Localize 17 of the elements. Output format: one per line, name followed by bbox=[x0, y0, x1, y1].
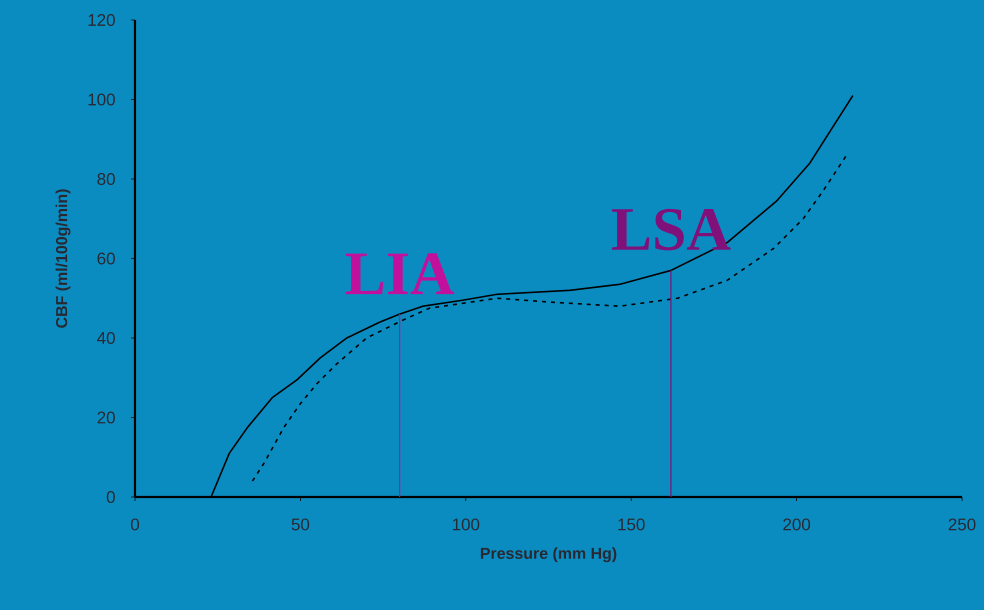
y-tick-label: 120 bbox=[88, 14, 115, 26]
y-tick-label: 0 bbox=[106, 491, 115, 503]
ref-line-label: LSA bbox=[612, 208, 731, 250]
x-tick-label: 250 bbox=[948, 518, 976, 530]
y-tick-label: 20 bbox=[98, 412, 115, 424]
y-axis-title: CBF (ml/100g/min) bbox=[56, 189, 70, 328]
x-tick-label: 50 bbox=[292, 518, 310, 530]
y-tick-label: 100 bbox=[88, 94, 115, 106]
y-tick-label: 80 bbox=[97, 173, 115, 185]
x-tick-label: 150 bbox=[618, 518, 645, 530]
x-axis-title: Pressure (mm Hg) bbox=[480, 547, 616, 562]
y-tick-label: 60 bbox=[98, 252, 115, 264]
x-tick-label: 100 bbox=[452, 518, 480, 530]
y-tick-label: 40 bbox=[97, 332, 115, 344]
x-tick-label: 200 bbox=[783, 518, 810, 530]
ref-line-label: LIA bbox=[346, 253, 454, 294]
x-tick-label: 0 bbox=[130, 518, 140, 530]
